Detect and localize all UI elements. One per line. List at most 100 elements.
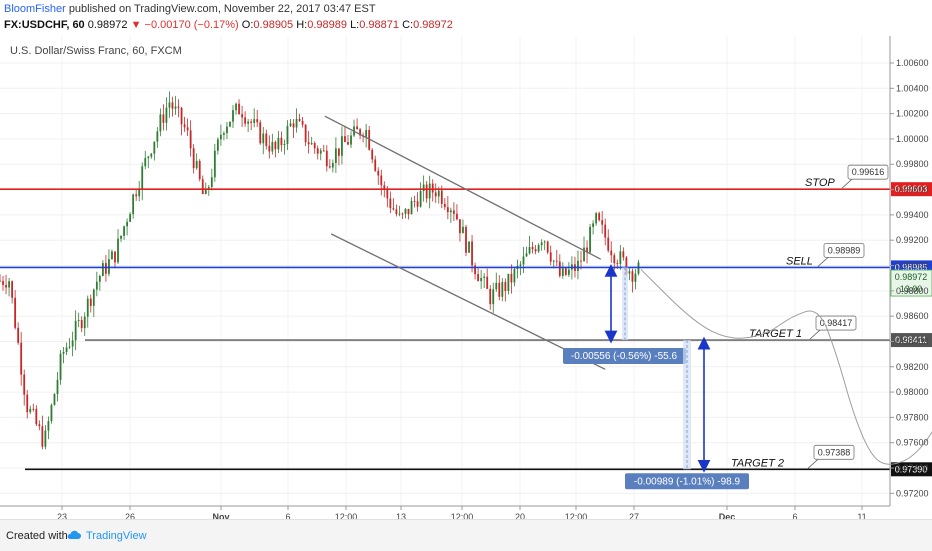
- candle-body: [2, 280, 4, 286]
- candle-body: [219, 134, 222, 140]
- candle-body: [189, 130, 192, 149]
- candle-body: [610, 250, 613, 256]
- y-axis[interactable]: 1.00600 1.00400 1.00200 1.00000 0.99800 0.996…: [889, 36, 929, 506]
- candle-body: [434, 192, 437, 197]
- close-label: C:: [402, 19, 414, 31]
- candle-body: [492, 289, 495, 305]
- candle-body: [71, 340, 74, 347]
- candle-body: [26, 394, 29, 413]
- candle-body: [271, 141, 274, 152]
- open-value: 0.98905: [253, 19, 294, 31]
- x-tick-label: 12:00: [451, 512, 474, 519]
- candle-body: [419, 191, 422, 207]
- measure-band: [683, 340, 691, 470]
- level-callout-box: [847, 164, 889, 180]
- candle-body: [289, 123, 292, 127]
- callout-pointer: [817, 257, 829, 267]
- level-axis-value: 0.98985: [895, 262, 928, 272]
- candle-body: [525, 253, 528, 257]
- candle-body: [440, 190, 443, 204]
- candle-body: [210, 177, 213, 188]
- candle-body: [595, 213, 598, 224]
- footer: Created with TradingView: [0, 519, 932, 551]
- candle-body: [41, 426, 44, 447]
- candle-body: [601, 220, 604, 225]
- candle-body: [462, 226, 464, 234]
- chart-header: BloomFisher published on TradingView.com…: [0, 0, 932, 36]
- publisher-name[interactable]: BloomFisher: [4, 3, 66, 15]
- candle-body: [144, 158, 147, 167]
- channel-line[interactable]: [330, 233, 606, 370]
- level-callout-box: [813, 444, 855, 460]
- candle-body: [625, 257, 628, 274]
- candle-body: [32, 408, 35, 410]
- candle-body: [235, 103, 237, 111]
- candle-body: [280, 137, 283, 146]
- y-tick-label: 0.97200: [896, 488, 929, 498]
- candle-body: [528, 247, 531, 254]
- candle-body: [68, 346, 71, 348]
- candle-body: [407, 208, 410, 215]
- candle-body: [344, 136, 346, 143]
- tradingview-cloud-icon[interactable]: [66, 528, 82, 542]
- y-tick-label: 0.99800: [896, 159, 929, 169]
- candle-body: [498, 282, 501, 297]
- candle-body: [389, 198, 392, 209]
- level-callout-value: 0.99616: [852, 167, 885, 177]
- candle-body: [368, 130, 371, 150]
- candle-body: [186, 127, 189, 131]
- candle-body: [453, 210, 455, 214]
- price-chart[interactable]: U.S. Dollar/Swiss Franc, 60, FXCM STOP 0.…: [0, 36, 932, 519]
- current-price-value: 0.98972: [895, 272, 928, 282]
- candle-body: [534, 249, 537, 252]
- x-axis[interactable]: 23 26 Nov 6 12:00 13 12:00 20 12:00 27 Dec 6 11: [0, 505, 890, 519]
- candle-body: [53, 394, 56, 406]
- candle-body: [334, 148, 337, 163]
- candle-body: [392, 208, 395, 210]
- candle-body: [123, 226, 125, 236]
- y-tick-label: 1.00200: [896, 109, 929, 119]
- level-name: STOP: [805, 177, 835, 189]
- tradingview-brand[interactable]: TradingView: [86, 530, 147, 542]
- candle-body: [631, 271, 634, 282]
- candle-body: [265, 133, 268, 146]
- candle-body: [174, 106, 177, 109]
- candle-body: [120, 235, 122, 239]
- candle-body: [304, 124, 307, 143]
- candle-body: [198, 160, 201, 180]
- symbol-line: FX:USDCHF, 60 0.98972 ▼ −0.00170 (−0.17%…: [4, 19, 453, 31]
- measurements: -0.00556 (-0.56%) -55.6 -0.00989 (-1.01%)…: [563, 264, 749, 490]
- candle-body: [561, 268, 564, 276]
- candle-body: [171, 102, 174, 109]
- candle-body: [350, 135, 352, 145]
- candle-body: [501, 282, 504, 297]
- candle-body: [62, 351, 65, 354]
- candle-body: [259, 122, 262, 144]
- candle-body: [465, 226, 467, 253]
- y-tick-label: 0.99200: [896, 235, 929, 245]
- projection-curve: [640, 268, 932, 465]
- candle-body: [298, 118, 301, 121]
- x-tick-label: 12:00: [565, 512, 588, 519]
- publish-line: BloomFisher published on TradingView.com…: [4, 3, 376, 15]
- candle-body: [564, 268, 567, 275]
- candle-body: [365, 130, 368, 137]
- y-tick-label: 0.97600: [896, 438, 929, 448]
- candle-body: [522, 256, 525, 265]
- candle-body: [14, 297, 17, 328]
- candle-body: [325, 150, 328, 167]
- candle-body: [292, 123, 295, 128]
- candle-body: [80, 319, 83, 329]
- low-label: L:: [350, 19, 360, 31]
- channel-line[interactable]: [324, 115, 602, 260]
- candle-body: [250, 121, 253, 123]
- x-tick-label: 11: [857, 512, 866, 519]
- candle-body: [310, 143, 313, 145]
- candle-body: [489, 288, 492, 305]
- candle-body: [356, 126, 358, 130]
- candle-body: [483, 276, 486, 279]
- candle-body: [546, 241, 549, 253]
- candle-body: [543, 241, 546, 243]
- x-tick-label: 20: [515, 512, 525, 519]
- candle-body: [495, 282, 498, 290]
